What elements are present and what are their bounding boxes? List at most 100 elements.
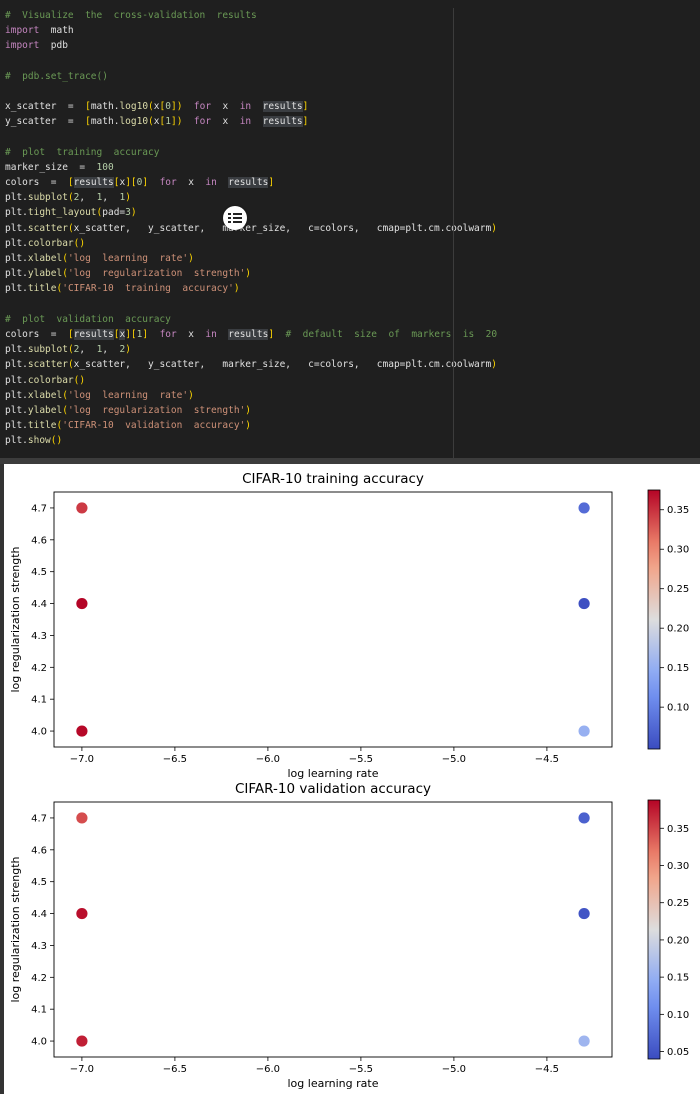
code-line[interactable]: plt.colorbar() [5,373,497,388]
code-token: results [73,328,114,340]
figure-canvas: CIFAR-10 training accuracy −7.0 −6.5 −6.0 −5… [9,471,689,1090]
code-token: plt. [5,192,28,204]
code-token: ) [176,116,183,128]
list-settings-icon[interactable] [223,206,247,230]
code-line[interactable]: plt.xlabel('log learning rate') [5,388,497,403]
code-line[interactable]: plt.xlabel('log learning rate') [5,251,497,266]
code-token: y_scatter [5,116,57,128]
code-token: plt. [5,207,28,219]
code-line[interactable]: plt.subplot(2, 1, 1) [5,190,497,205]
code-line[interactable]: y_scatter = [math.log10(x[1]) for x in r… [5,114,497,129]
code-token: log10 [119,101,149,113]
code-lines[interactable]: # Visualize the cross-validation results… [5,8,497,448]
code-token: x [211,116,240,128]
code-line[interactable]: plt.scatter(x_scatter, y_scatter, marker… [5,357,497,372]
code-line[interactable]: # pdb.set_trace() [5,69,497,84]
code-token: 1 [119,192,126,204]
colorbar-tick-label: 0.25 [667,584,689,595]
code-line[interactable]: plt.scatter(x_scatter, y_scatter, marker… [5,221,497,236]
code-token: x [153,116,160,128]
code-token: results [262,116,303,128]
code-token [182,101,193,112]
code-token: = [56,116,86,128]
code-token: ) [125,344,131,356]
code-token: marker_size [5,161,68,173]
code-line[interactable] [5,54,497,69]
code-line[interactable]: marker_size = 100 [5,160,497,175]
code-line[interactable]: plt.subplot(2, 1, 2) [5,342,497,357]
code-token: show [27,435,51,447]
code-token: = [39,328,68,340]
code-line[interactable]: # plot validation accuracy [5,312,497,327]
code-line[interactable]: import math [5,23,497,38]
code-line[interactable] [5,130,497,145]
code-token: ( [96,207,103,219]
code-token: 0 [165,101,171,113]
code-line[interactable]: plt.title('CIFAR-10 validation accuracy'… [5,418,497,433]
code-token: plt. [5,435,28,447]
code-token: [ [67,328,74,340]
code-token: x [176,328,206,340]
code-token [148,329,159,340]
x-tick-label: −6.5 [163,1064,187,1075]
code-token: plt. [5,283,28,295]
colorbar-tick-label: 0.30 [667,861,689,872]
code-token: ] [142,177,149,189]
colorbar-tick-label: 0.25 [667,898,689,909]
code-token: plt. [5,222,28,234]
scatter-point [76,597,88,610]
code-token: 2 [119,344,126,356]
code-line[interactable]: plt.title('CIFAR-10 training accuracy') [5,281,497,296]
code-token: ] [170,101,177,113]
code-token: , [79,192,97,204]
code-line[interactable]: plt.ylabel('log regularization strength'… [5,403,497,418]
code-token: xlabel [27,389,63,401]
code-token: x_scatter, y_scatter, marker_size, c=col… [73,359,492,371]
code-line[interactable]: # Visualize the cross-validation results [5,8,497,23]
code-token: colors [5,177,40,189]
code-token: plt. [5,344,28,356]
code-token: results [228,328,269,340]
scatter-point [76,1035,88,1047]
code-token: ) [233,283,240,295]
code-line[interactable] [5,297,497,312]
code-cell-editor[interactable]: # Visualize the cross-validation results… [0,0,700,458]
code-token: 0 [136,177,143,189]
code-token: ( [62,389,68,401]
colorbar-tick-label: 0.30 [667,545,689,556]
code-line[interactable]: colors = [results[x][0] for x in results… [5,175,497,190]
code-token: () [50,435,63,447]
x-tick-label: −5.5 [349,754,373,765]
code-token: ) [188,389,194,401]
y-tick-label: 4.7 [31,503,47,514]
code-token: [ [130,328,137,340]
code-token: ] [125,328,131,340]
code-token: ) [491,222,497,234]
code-token: import [5,40,40,52]
colorbar-tick-label: 0.05 [667,1047,689,1058]
code-token: plt. [5,420,28,432]
scatter-point [578,1035,590,1047]
code-token: ( [67,359,74,371]
code-line[interactable]: colors = [results[x][1] for x in results… [5,327,497,342]
code-line[interactable]: plt.ylabel('log regularization strength'… [5,266,497,281]
code-line[interactable]: import pdb [5,38,497,53]
code-line[interactable]: plt.tight_layout(pad=3) [5,205,497,220]
code-line[interactable]: # plot training accuracy [5,145,497,160]
y-tick-label: 4.3 [31,631,47,642]
code-token: ] [268,328,275,340]
code-token: 1 [96,192,103,204]
code-token: [ [159,101,166,113]
code-line[interactable]: x_scatter = [math.log10(x[0]) for x in r… [5,99,497,114]
colorbar-tick-label: 0.10 [667,703,689,714]
code-token: subplot [27,192,68,204]
x-axis-label: log learning rate [288,1077,379,1090]
code-token: ] [125,177,131,189]
code-token: plt. [5,253,28,264]
code-line[interactable]: plt.show() [5,433,497,448]
scatter-point [578,907,590,920]
chart-title: CIFAR-10 validation accuracy [235,781,431,797]
code-token: log10 [119,116,149,128]
code-line[interactable]: plt.colorbar() [5,236,497,251]
code-line[interactable] [5,84,497,99]
